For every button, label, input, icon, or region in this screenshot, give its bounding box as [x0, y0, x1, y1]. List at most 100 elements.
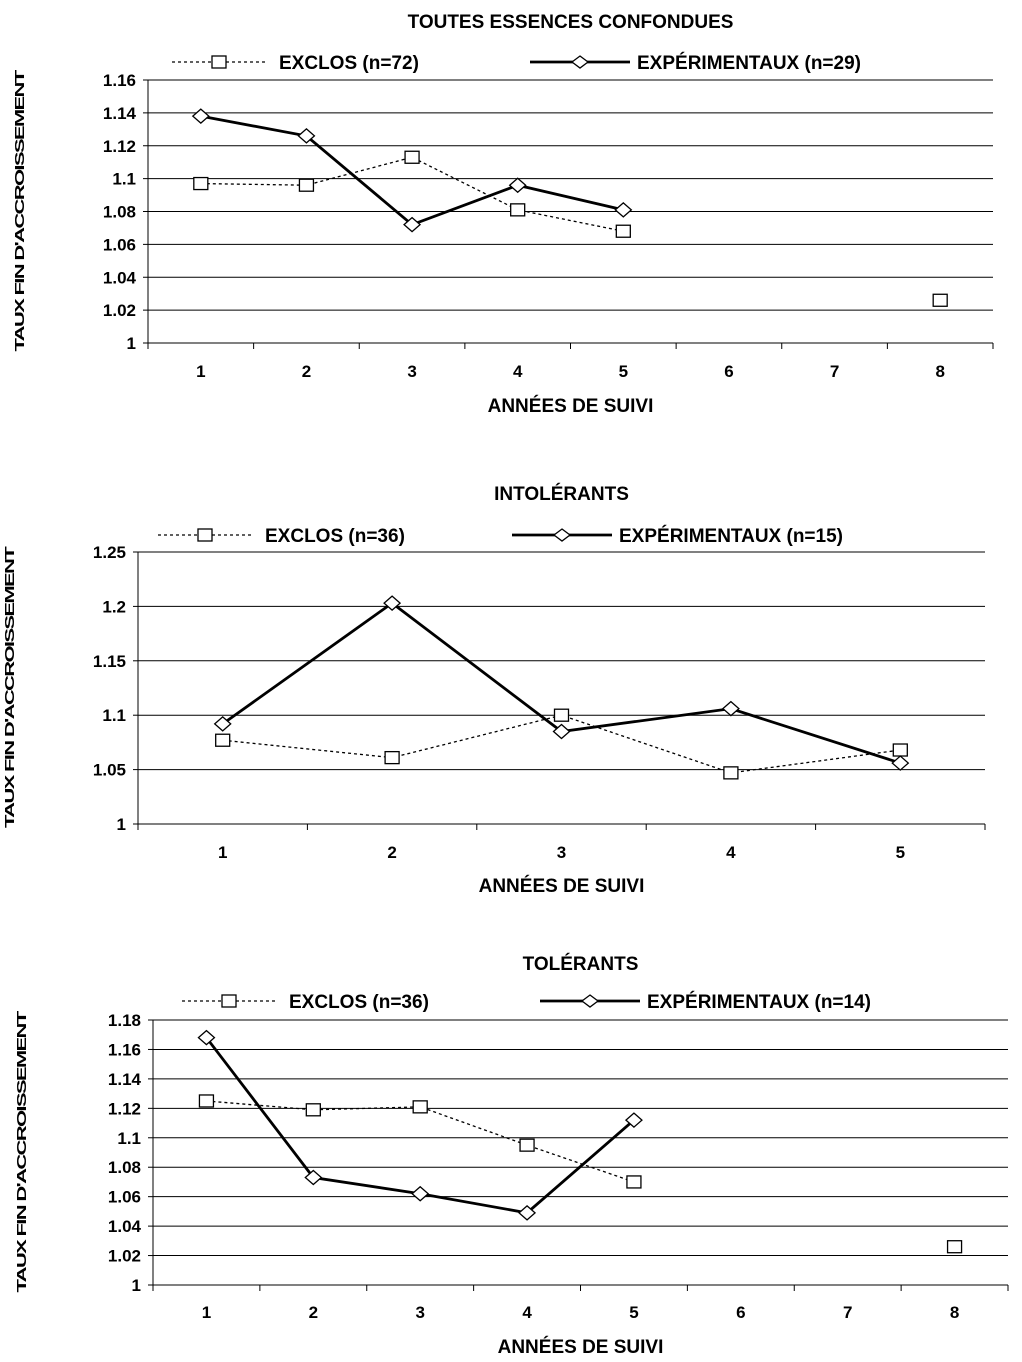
x-tick-label: 5 — [896, 843, 905, 862]
legend-marker-diamond — [580, 994, 600, 1008]
legend-marker-square — [211, 55, 227, 69]
data-point-diamond — [552, 723, 571, 740]
data-point-square — [932, 293, 948, 307]
y-tick-label: 1.08 — [103, 203, 136, 222]
data-point-square — [723, 766, 739, 780]
x-tick-label: 1 — [202, 1303, 211, 1322]
legend-label-experimentaux: EXPÉRIMENTAUX (n=15) — [619, 525, 843, 547]
data-point-square — [615, 224, 631, 238]
data-point-diamond — [403, 216, 422, 233]
chart-panel-1: TOUTES ESSENCES CONFONDUES 1 1.02 1.04 1.06 1… — [12, 12, 994, 417]
data-point-diamond — [614, 201, 633, 218]
y-tick-label: 1.18 — [108, 1011, 141, 1030]
y-tick-label: 1.06 — [103, 235, 136, 254]
x-tick-label: 3 — [557, 843, 566, 862]
series-line-2 — [200, 114, 624, 227]
data-point-diamond — [304, 1169, 323, 1186]
data-point-diamond — [624, 1112, 643, 1128]
data-point-square — [215, 733, 231, 747]
x-tick-label: 4 — [513, 362, 523, 381]
legend-label-exclos: EXCLOS (n=72) — [279, 53, 419, 74]
x-tick-label: 2 — [387, 843, 396, 862]
legend-marker-diamond — [570, 55, 590, 69]
y-tick-label: 1.16 — [108, 1040, 141, 1059]
data-point-square — [198, 1094, 215, 1108]
data-point-square — [892, 743, 908, 757]
data-point-diamond — [213, 716, 232, 732]
data-point-diamond — [721, 700, 740, 717]
chart-title: INTOLÉRANTS — [494, 483, 629, 505]
chart-panel-3: TOLÉRANTS 1 1.02 1.04 1.06 1.08 1.1 1.12 1.14 1.1… — [14, 953, 1009, 1358]
chart-panel-2: INTOLÉRANTS 1 1.05 1.1 1.15 1.2 1.25 1 2 3 4 5 ANNÉE… — [2, 483, 986, 897]
x-tick-label: 2 — [302, 362, 311, 381]
chart-title: TOLÉRANTS — [523, 953, 639, 975]
data-point-diamond — [508, 177, 527, 194]
x-tick-label: 7 — [843, 1303, 852, 1322]
y-tick-label: 1.14 — [108, 1070, 142, 1089]
data-point-square — [412, 1100, 428, 1114]
x-tick-label: 4 — [522, 1303, 532, 1322]
data-point-square — [519, 1138, 535, 1152]
y-tick-label: 1.2 — [102, 597, 126, 616]
y-tick-label: 1 — [127, 334, 136, 353]
x-tick-label: 1 — [196, 362, 205, 381]
y-tick-label: 1.12 — [108, 1099, 141, 1118]
x-tick-label: 3 — [407, 362, 416, 381]
y-tick-label: 1.1 — [112, 170, 136, 189]
x-tick-label: 6 — [724, 362, 733, 381]
data-point-square — [946, 1240, 963, 1254]
x-tick-label: 1 — [218, 843, 227, 862]
x-tick-label: 5 — [629, 1303, 638, 1322]
x-axis-label: ANNÉES DE SUIVI — [488, 395, 654, 417]
data-point-square — [404, 150, 420, 164]
y-tick-label: 1.05 — [93, 761, 126, 780]
legend-label-exclos: EXCLOS (n=36) — [289, 992, 429, 1013]
x-tick-label: 5 — [619, 362, 628, 381]
data-point-square — [384, 750, 400, 765]
series-line-1 — [200, 156, 624, 232]
y-tick-label: 1.02 — [103, 301, 136, 320]
y-axis-label: TAUX FIN D'ACCROISSEMENT — [14, 1011, 29, 1293]
y-tick-label: 1.08 — [108, 1158, 141, 1177]
x-axis-label: ANNÉES DE SUIVI — [479, 875, 645, 897]
y-axis-label: TAUX FIN D'ACCROISSEMENT — [12, 70, 27, 352]
legend-marker-square — [197, 528, 213, 542]
legend-label-experimentaux: EXPÉRIMENTAUX (n=14) — [647, 991, 871, 1013]
legend-marker-square — [221, 994, 237, 1008]
chart-title: TOUTES ESSENCES CONFONDUES — [408, 12, 734, 33]
legend-marker-diamond — [552, 528, 572, 542]
y-tick-label: 1.1 — [102, 706, 126, 725]
x-tick-label: 8 — [950, 1303, 959, 1322]
data-point-square — [626, 1175, 642, 1189]
y-tick-label: 1 — [117, 815, 126, 834]
x-tick-label: 4 — [726, 843, 736, 862]
data-point-diamond — [191, 108, 210, 125]
legend-label-experimentaux: EXPÉRIMENTAUX (n=29) — [637, 52, 861, 74]
data-point-square — [553, 708, 570, 722]
x-axis-label: ANNÉES DE SUIVI — [498, 1336, 664, 1357]
y-tick-label: 1.04 — [108, 1217, 142, 1236]
legend-label-exclos: EXCLOS (n=36) — [265, 526, 405, 547]
y-tick-label: 1.04 — [103, 268, 137, 287]
x-tick-label: 2 — [309, 1303, 318, 1322]
x-tick-label: 3 — [415, 1303, 424, 1322]
data-point-square — [298, 178, 315, 192]
y-tick-label: 1.25 — [93, 543, 126, 562]
data-point-square — [510, 203, 526, 217]
y-tick-label: 1.16 — [103, 71, 136, 90]
y-tick-label: 1.1 — [117, 1129, 141, 1148]
data-point-diamond — [383, 595, 402, 611]
y-tick-label: 1.06 — [108, 1188, 141, 1207]
x-tick-label: 7 — [830, 362, 839, 381]
y-tick-label: 1.12 — [103, 137, 136, 156]
y-axis-label: TAUX FIN D'ACCROISSEMENT — [2, 546, 17, 828]
data-point-diamond — [197, 1029, 216, 1046]
x-tick-label: 8 — [935, 362, 944, 381]
y-tick-label: 1.15 — [93, 652, 126, 671]
data-point-diamond — [518, 1204, 537, 1221]
x-tick-label: 6 — [736, 1303, 745, 1322]
data-point-square — [305, 1103, 321, 1117]
data-point-square — [193, 176, 209, 191]
